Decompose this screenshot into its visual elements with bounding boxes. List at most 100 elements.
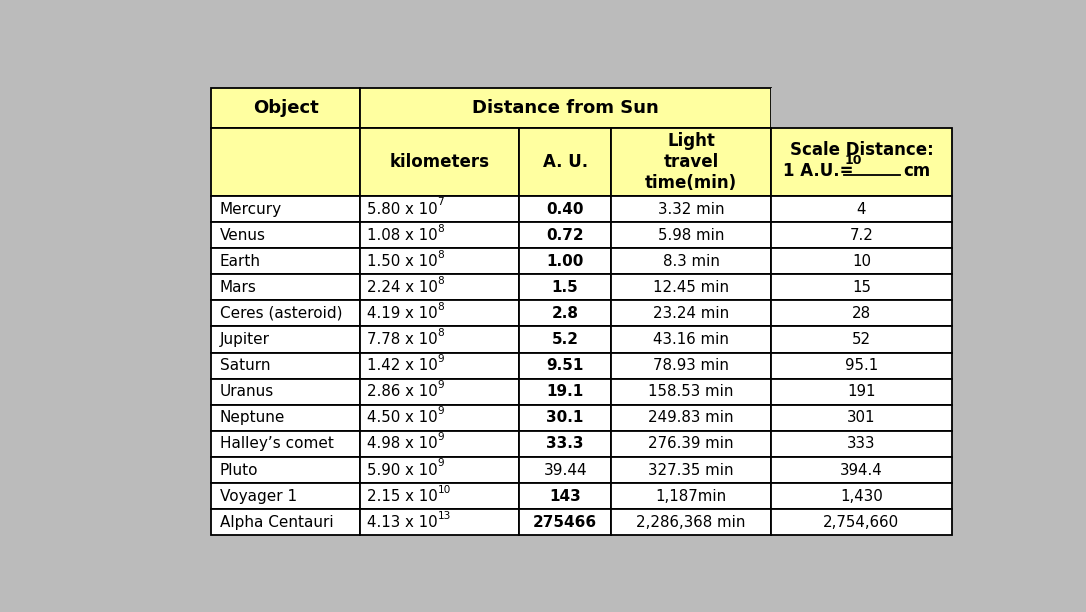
Text: 2.24 x 10: 2.24 x 10 <box>367 280 438 295</box>
Text: 9: 9 <box>438 354 444 364</box>
Text: 4.13 x 10: 4.13 x 10 <box>367 515 438 530</box>
Bar <box>519 457 611 483</box>
Text: 39.44: 39.44 <box>543 463 586 477</box>
Bar <box>771 248 952 274</box>
Text: Earth: Earth <box>219 254 261 269</box>
Text: 4.98 x 10: 4.98 x 10 <box>367 436 438 452</box>
Text: 12.45 min: 12.45 min <box>653 280 729 295</box>
Text: Light
travel
time(min): Light travel time(min) <box>645 132 737 192</box>
Bar <box>359 483 519 509</box>
Text: 52: 52 <box>851 332 871 347</box>
Text: Mars: Mars <box>219 280 256 295</box>
Bar <box>359 353 519 379</box>
Bar <box>212 248 359 274</box>
Text: 4.19 x 10: 4.19 x 10 <box>367 306 438 321</box>
Bar <box>212 88 359 128</box>
Text: Scale Distance:: Scale Distance: <box>790 141 933 159</box>
Text: 3.32 min: 3.32 min <box>658 201 724 217</box>
Text: 13: 13 <box>438 510 451 521</box>
Bar <box>212 457 359 483</box>
Text: 95.1: 95.1 <box>845 358 879 373</box>
Bar <box>771 457 952 483</box>
Bar <box>359 274 519 300</box>
Text: 23.24 min: 23.24 min <box>653 306 729 321</box>
Bar <box>359 248 519 274</box>
Bar <box>771 509 952 536</box>
Bar <box>359 405 519 431</box>
Bar <box>771 431 952 457</box>
Bar <box>611 196 771 222</box>
Text: 249.83 min: 249.83 min <box>648 410 734 425</box>
Text: 333: 333 <box>847 436 875 452</box>
Bar <box>212 379 359 405</box>
Text: 9: 9 <box>438 380 444 390</box>
Text: 275466: 275466 <box>533 515 597 530</box>
Text: 1.42 x 10: 1.42 x 10 <box>367 358 438 373</box>
Bar <box>771 483 952 509</box>
Bar <box>212 405 359 431</box>
Bar <box>519 274 611 300</box>
Bar <box>359 457 519 483</box>
Bar <box>359 88 771 128</box>
Text: 1,430: 1,430 <box>841 488 883 504</box>
Bar <box>212 326 359 353</box>
Text: 2,754,660: 2,754,660 <box>823 515 899 530</box>
Bar <box>771 405 952 431</box>
Bar <box>519 128 611 196</box>
Bar <box>771 128 952 196</box>
Bar <box>212 431 359 457</box>
Bar <box>611 483 771 509</box>
Text: 1.00: 1.00 <box>546 254 584 269</box>
Bar <box>519 222 611 248</box>
Bar <box>519 326 611 353</box>
Bar <box>212 128 359 196</box>
Bar <box>611 457 771 483</box>
Text: 43.16 min: 43.16 min <box>653 332 729 347</box>
Text: 19.1: 19.1 <box>546 384 584 399</box>
Text: 191: 191 <box>847 384 875 399</box>
Text: Alpha Centauri: Alpha Centauri <box>219 515 333 530</box>
Bar <box>519 379 611 405</box>
Text: 10: 10 <box>845 154 862 167</box>
Text: 1.5: 1.5 <box>552 280 579 295</box>
Text: 2.86 x 10: 2.86 x 10 <box>367 384 438 399</box>
Text: A. U.: A. U. <box>543 153 588 171</box>
Text: Saturn: Saturn <box>219 358 270 373</box>
Bar <box>212 353 359 379</box>
Bar <box>519 509 611 536</box>
Text: 9: 9 <box>438 458 444 468</box>
Bar <box>611 248 771 274</box>
Bar <box>611 274 771 300</box>
Bar <box>771 222 952 248</box>
Bar <box>771 274 952 300</box>
Bar <box>771 353 952 379</box>
Bar <box>611 222 771 248</box>
Bar <box>771 379 952 405</box>
Text: Venus: Venus <box>219 228 266 242</box>
Text: 2.8: 2.8 <box>552 306 579 321</box>
Text: 301: 301 <box>847 410 875 425</box>
Text: 4: 4 <box>857 201 867 217</box>
Text: 8: 8 <box>438 302 444 312</box>
Bar <box>771 196 952 222</box>
Text: 8: 8 <box>438 250 444 259</box>
Bar <box>519 248 611 274</box>
Text: Ceres (asteroid): Ceres (asteroid) <box>219 306 342 321</box>
Text: 78.93 min: 78.93 min <box>653 358 729 373</box>
Bar <box>359 431 519 457</box>
Text: 1 A.U.=: 1 A.U.= <box>783 162 854 180</box>
Bar <box>212 274 359 300</box>
Text: kilometers: kilometers <box>389 153 490 171</box>
Text: 5.2: 5.2 <box>552 332 579 347</box>
Text: 394.4: 394.4 <box>841 463 883 477</box>
Bar <box>771 326 952 353</box>
Text: 28: 28 <box>851 306 871 321</box>
Text: 30.1: 30.1 <box>546 410 584 425</box>
Text: 0.72: 0.72 <box>546 228 584 242</box>
Text: 5.80 x 10: 5.80 x 10 <box>367 201 438 217</box>
Bar <box>359 300 519 326</box>
Bar <box>359 128 519 196</box>
Bar <box>359 509 519 536</box>
Text: 9: 9 <box>438 406 444 416</box>
Bar <box>519 353 611 379</box>
